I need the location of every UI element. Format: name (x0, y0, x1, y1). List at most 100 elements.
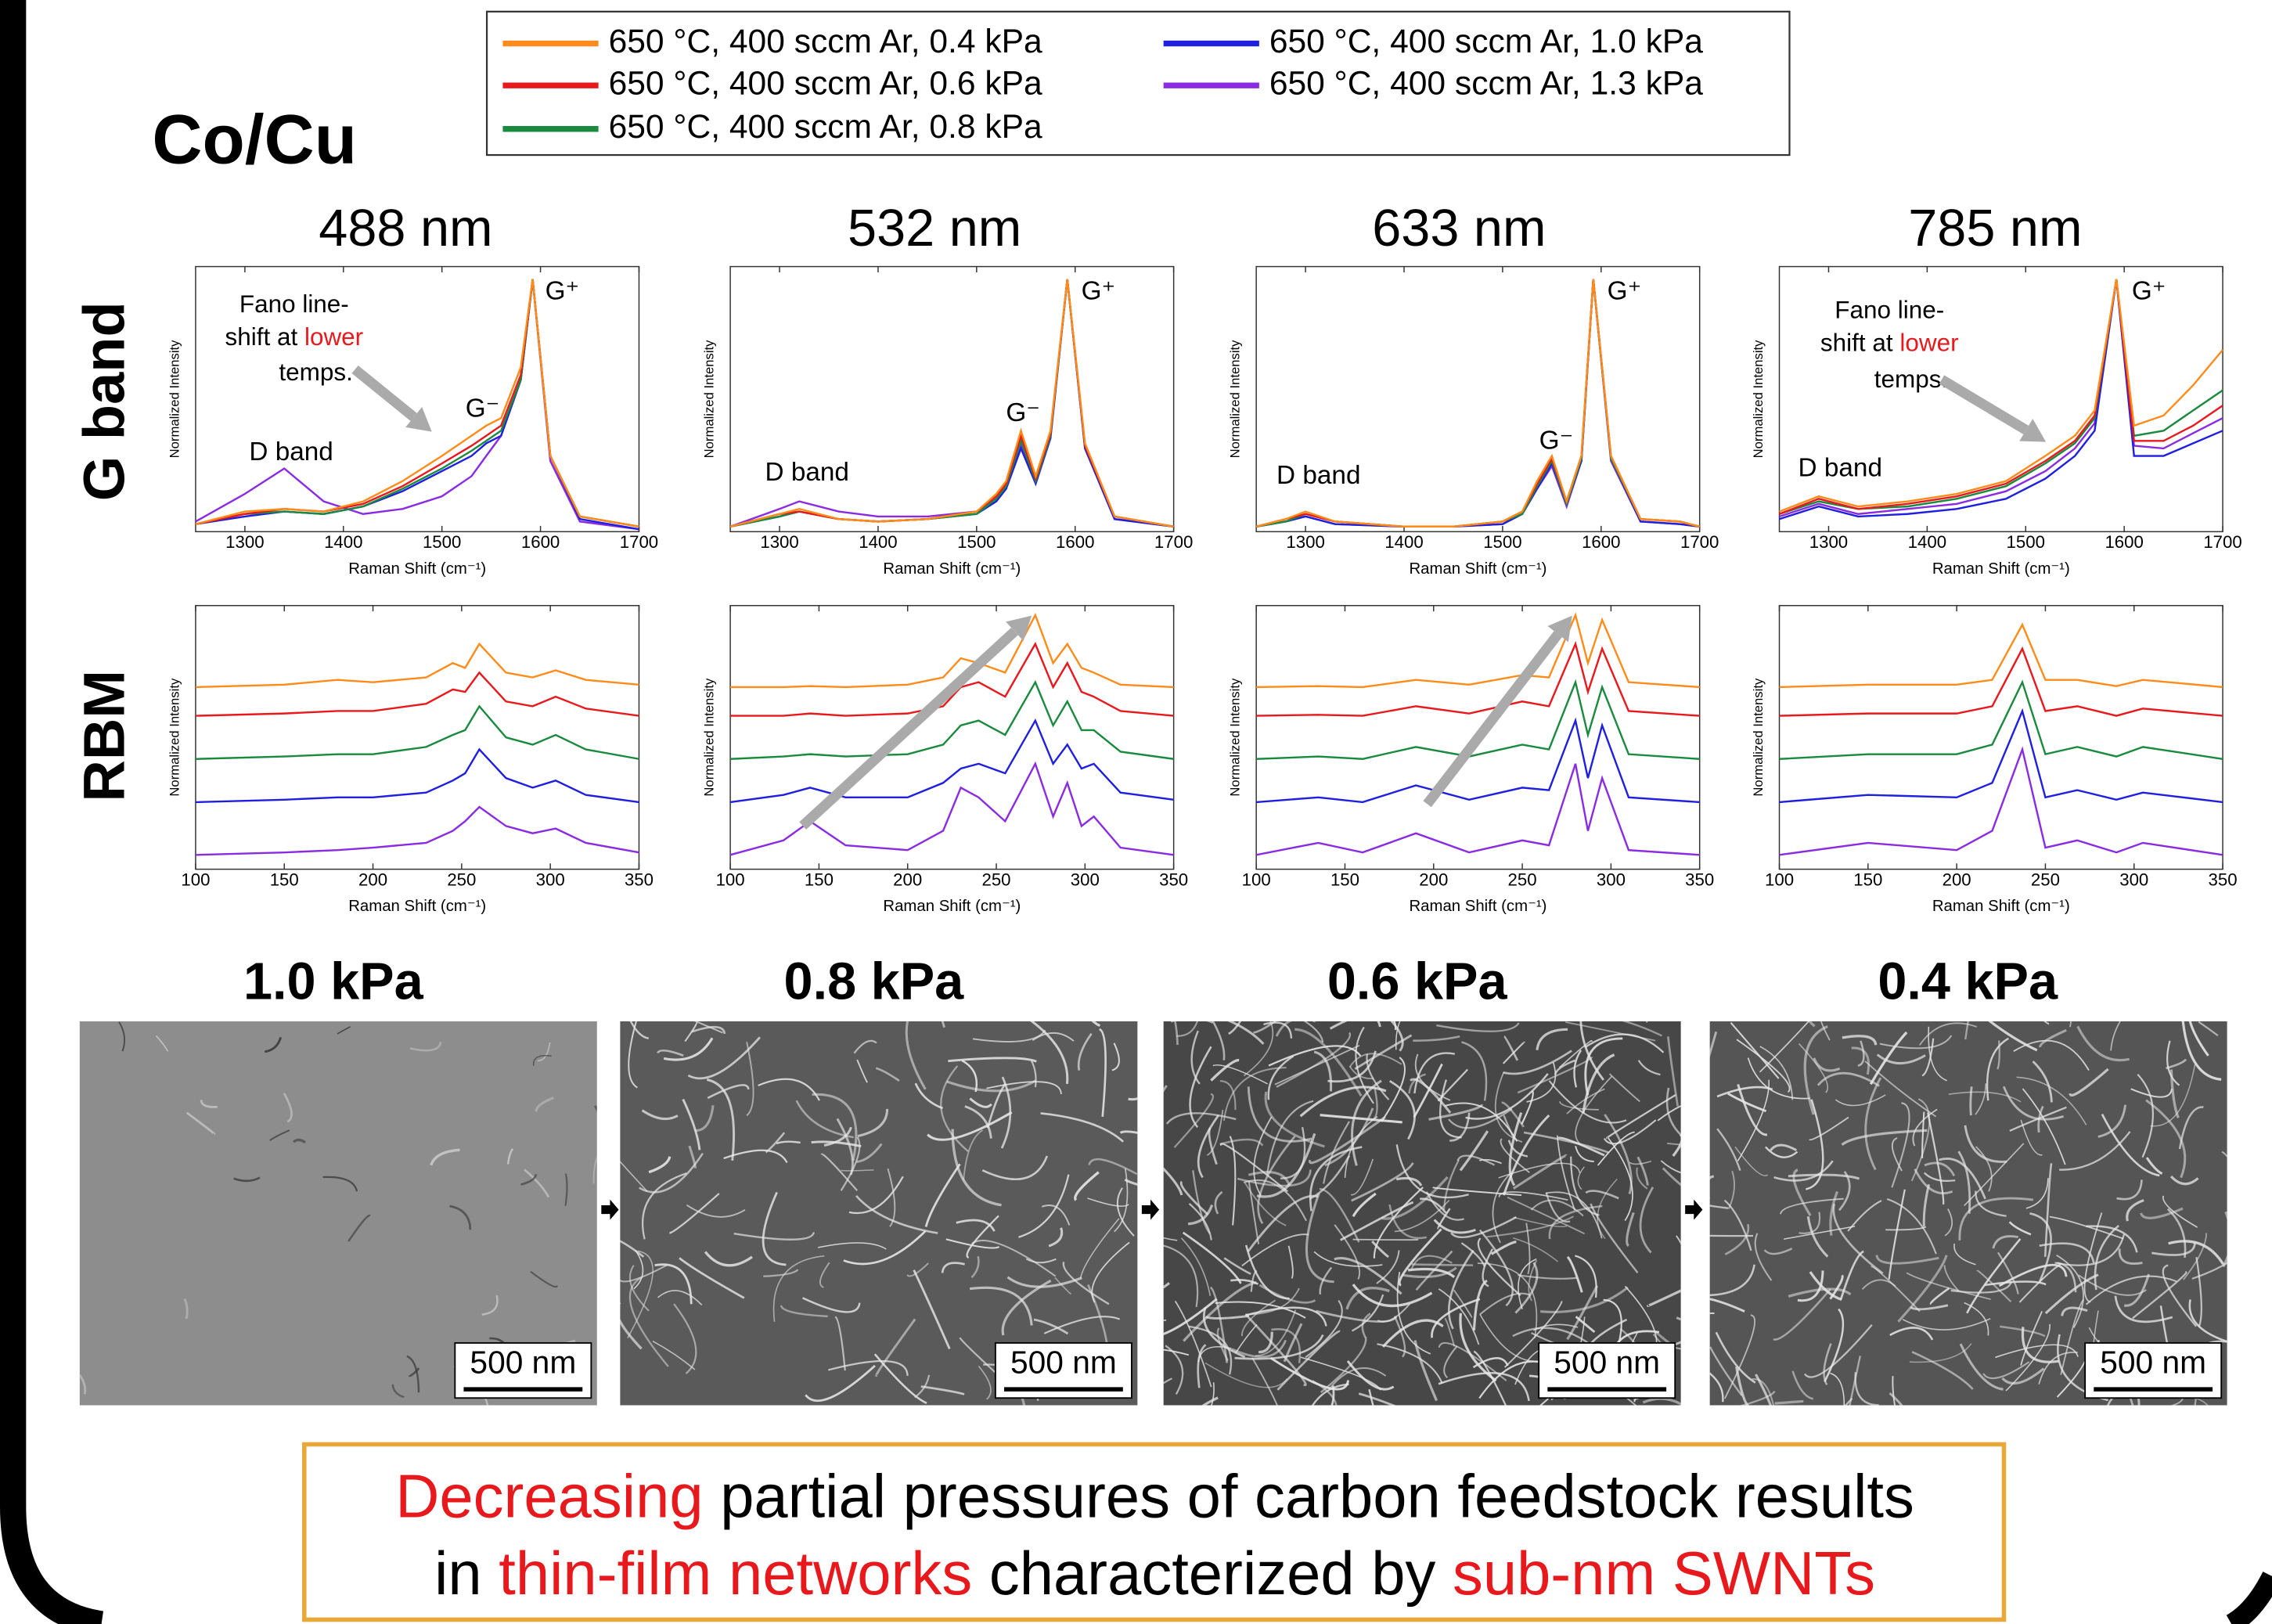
x-tick-label: 1600 (2105, 532, 2143, 552)
sem-fiber (1395, 1144, 1469, 1199)
sem-fiber (1508, 1112, 1523, 1186)
spectrum-line (729, 279, 1174, 528)
sem-fiber (1604, 1114, 1633, 1195)
sem-fiber (1584, 1037, 1623, 1096)
sem-fiber (758, 1078, 820, 1101)
sem-fiber (1211, 1382, 1215, 1406)
sem-fiber (1603, 1119, 1657, 1145)
peak-label: G⁺ (1082, 277, 1116, 306)
note-span: lower (304, 323, 363, 351)
sem-fiber (535, 1096, 554, 1112)
sem-fiber (1371, 1240, 1389, 1259)
sem-fiber (2061, 1306, 2088, 1316)
sem-fiber (1248, 1181, 1260, 1244)
sem-fiber (1797, 1270, 1824, 1302)
sem-fiber (1518, 1258, 1537, 1309)
row-label: RBM (71, 670, 136, 802)
spectrum-line (1779, 646, 2223, 717)
sem-fiber (853, 1039, 877, 1054)
x-tick-label: 1400 (324, 532, 362, 552)
sem-fiber (679, 1257, 745, 1299)
sem-fiber (1431, 1298, 1481, 1338)
sem-fiber (1324, 1107, 1374, 1167)
sem-fiber (1246, 1306, 1327, 1327)
sem-fiber (1309, 1146, 1363, 1212)
sem-fiber (1477, 1262, 1538, 1338)
sem-fiber (1214, 1190, 1223, 1215)
sem-fiber (2116, 1179, 2143, 1201)
x-tick-label: 150 (805, 870, 834, 889)
sem-fiber (2130, 1088, 2173, 1098)
x-tick-label: 200 (1943, 870, 1971, 889)
sem-fiber (2039, 1028, 2067, 1048)
sem-fiber (1163, 1244, 1199, 1308)
conclusion-span: thin-film networks (499, 1539, 972, 1607)
sem-fiber (1190, 1030, 1201, 1085)
sem-fiber (1886, 1197, 1937, 1255)
sem-fiber (641, 1172, 687, 1240)
sem-fiber (776, 1140, 801, 1145)
image-title: 0.8 kPa (784, 952, 965, 1010)
sem-fiber (1300, 1356, 1381, 1391)
sem-fiber (971, 1239, 1057, 1277)
sem-fiber (1124, 1178, 1138, 1186)
sem-fiber (1727, 1093, 1767, 1113)
sem-fiber (819, 1262, 830, 1288)
x-axis-label: Raman Shift (cm⁻¹) (883, 898, 1021, 915)
sem-fiber (1174, 1300, 1212, 1388)
sem-fiber (1031, 1060, 1037, 1088)
sem-fiber (1889, 1392, 1903, 1406)
sem-fiber (1626, 1212, 1635, 1248)
sem-fiber (1715, 1331, 1756, 1384)
sem-fiber (1478, 1292, 1531, 1316)
sem-fiber (1319, 1188, 1360, 1243)
sem-fiber (620, 1161, 648, 1192)
sem-fiber (1892, 1376, 1896, 1406)
sem-fiber (2018, 1263, 2061, 1303)
sem-fiber (183, 1298, 189, 1320)
plot-frame (195, 604, 640, 870)
sem-fiber (1709, 1234, 1753, 1237)
sem-fiber (1526, 1061, 1557, 1103)
sem-fiber (1305, 1299, 1343, 1359)
sem-fiber (972, 1029, 1046, 1042)
sem-fiber (506, 1148, 514, 1165)
sem-fiber (1334, 1224, 1361, 1280)
note-span: shift at (1820, 329, 1893, 357)
x-tick-label: 1400 (1384, 532, 1423, 552)
annotation-arrowhead (405, 407, 432, 432)
sem-fiber (200, 1100, 218, 1108)
y-axis-label: Normalized Intensity (1228, 340, 1243, 459)
sem-fiber (1388, 1204, 1428, 1240)
sem-fiber (1450, 1216, 1518, 1239)
x-tick-label: 300 (2119, 870, 2148, 889)
sem-fiber (1566, 1088, 1605, 1114)
sem-fiber (1354, 1034, 1413, 1071)
sem-fiber (1736, 1039, 1791, 1093)
sem-fiber (805, 1364, 876, 1403)
plot-frame (195, 265, 640, 533)
sem-fiber (1041, 1204, 1071, 1226)
sem-fiber (1512, 1327, 1595, 1349)
sem-fiber (1847, 1200, 1882, 1232)
x-tick-label: 1400 (1908, 532, 1946, 552)
legend-label: 650 °C, 400 sccm Ar, 1.0 kPa (1269, 23, 1703, 60)
sem-fiber (1381, 1057, 1406, 1122)
sem-fiber (969, 1286, 1033, 1326)
sem-fiber (1025, 1258, 1057, 1264)
sem-fiber (1179, 1180, 1209, 1215)
sem-fiber (1503, 1050, 1572, 1075)
sem-fiber (1248, 1170, 1291, 1186)
sem-fiber (1824, 1308, 1845, 1382)
image-title: 1.0 kPa (243, 952, 424, 1010)
sem-fiber (1453, 1289, 1473, 1319)
scale-bar-label: 500 nm (470, 1344, 576, 1380)
sem-fiber (802, 1297, 861, 1313)
sem-fiber (1456, 1154, 1496, 1166)
sem-fiber (686, 1204, 746, 1218)
sem-fiber (1180, 1237, 1212, 1296)
spectrum-line (729, 279, 1174, 528)
sem-fiber (530, 1270, 559, 1288)
sem-fiber (1111, 1042, 1120, 1071)
sem-fiber (855, 1194, 938, 1234)
